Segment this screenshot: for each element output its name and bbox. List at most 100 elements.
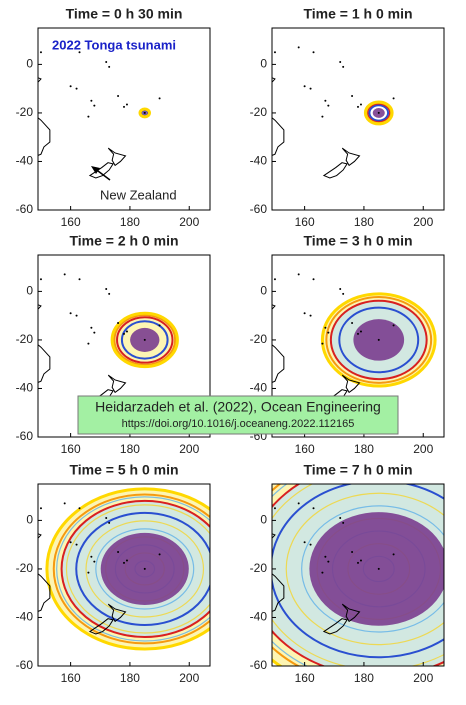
wave [272,484,444,659]
island [78,507,81,510]
coastline [88,618,114,635]
island [377,338,380,341]
y-tick-label: -20 [250,105,268,119]
x-tick-label: 160 [295,671,315,685]
coastline [341,374,361,394]
coastline [272,533,276,539]
island [312,51,315,54]
island [117,321,120,324]
map-area [259,484,444,666]
island [357,561,359,564]
x-tick-label: 180 [120,671,140,685]
map-area [38,484,210,666]
panel-title: Time = 3 h 0 min [303,233,412,249]
island [359,330,362,333]
y-tick-label: 0 [260,57,267,71]
island [342,292,345,295]
axes-frame [37,27,211,211]
island [309,87,312,90]
island [123,332,125,335]
island [108,521,111,524]
x-tick-label: 160 [295,442,315,456]
island [75,543,78,546]
y-tick-label: 0 [260,284,267,298]
y-tick-label: -60 [16,658,34,672]
y-tick-label: -40 [250,381,268,395]
island [143,567,146,570]
axes-frame [271,483,445,667]
coastline [38,77,42,83]
coastline [107,603,127,623]
y-tick-label: -60 [16,429,34,443]
wave [368,104,390,122]
island [259,485,261,487]
coastline [322,162,348,179]
island [39,278,42,281]
wave [60,499,210,638]
y-tick-label: -60 [250,202,268,216]
y-tick-label: 0 [26,57,33,71]
y-tick-label: -60 [16,202,34,216]
island [324,99,327,102]
citation-text: Heidarzadeh et al. (2022), Ocean Enginee… [95,399,381,415]
coastline [38,304,42,310]
island [39,51,42,54]
island [297,273,300,276]
x-tick-label: 180 [120,215,140,229]
island [303,85,306,88]
y-tick-label: -20 [16,561,34,575]
x-tick-label: 180 [120,442,140,456]
island [105,287,108,290]
wave [52,493,210,645]
y-tick-label: 0 [26,284,33,298]
island [63,502,66,505]
island [297,46,300,49]
coastline [38,344,51,383]
coastline [107,147,127,167]
island [158,553,161,556]
island [303,312,306,315]
y-tick-label: -20 [16,332,34,346]
wave [116,316,174,364]
island [63,46,66,49]
island [87,342,90,345]
coastline [272,77,276,83]
map-bg [272,28,444,210]
island [105,60,108,63]
map-area [272,28,444,210]
y-tick-label: -40 [16,154,34,168]
island [359,559,362,562]
island [357,105,359,108]
x-tick-label: 200 [179,671,199,685]
island [87,571,90,574]
island [105,516,108,519]
island [339,516,342,519]
island [63,273,66,276]
island [158,324,161,327]
island [75,87,78,90]
panel-title: Time = 5 h 0 min [69,462,178,478]
island [143,338,146,341]
wave [65,504,210,634]
arrow-head [91,166,100,174]
island [259,256,261,258]
island [87,115,90,118]
island [273,507,276,510]
y-tick-label: -40 [16,381,34,395]
x-tick-label: 200 [413,442,433,456]
y-tick-label: 0 [260,513,267,527]
island [321,115,324,118]
axes-frame [37,254,211,438]
island [39,507,42,510]
wave [45,487,210,651]
island [90,555,93,558]
y-tick-label: -40 [250,610,268,624]
y-tick-label: -40 [16,610,34,624]
island [297,502,300,505]
panel-title: Time = 1 h 0 min [303,6,412,22]
annotation: New Zealand [100,187,177,202]
axes-frame [37,483,211,667]
wave [285,492,444,646]
island [351,321,354,324]
